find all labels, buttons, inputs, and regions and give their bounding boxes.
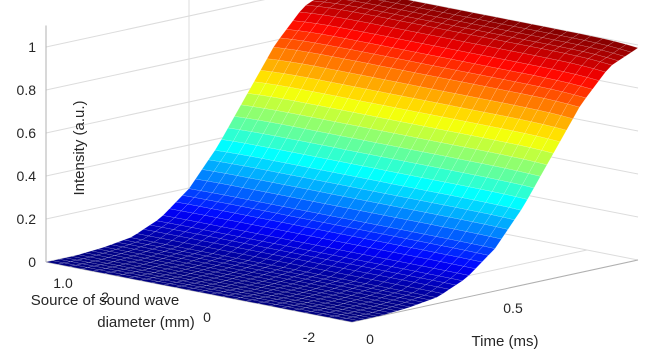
surface-patch [572, 33, 592, 41]
y-tick-label: 2 [101, 289, 109, 305]
x-axis-label: Time (ms) [472, 333, 539, 350]
surface-patch [536, 26, 557, 34]
surface-patch [548, 28, 568, 36]
surface-patch [346, 0, 357, 2]
z-tick-label: 0.4 [17, 168, 37, 184]
surface-patch [525, 23, 545, 32]
z-axis-label: Intensity (a.u.) [71, 100, 88, 195]
y-tick-label: -2 [303, 329, 316, 345]
surface-patch [583, 35, 604, 44]
surface-patch [513, 21, 533, 29]
left-panel-tick-label: 1.0 [53, 275, 73, 291]
surface [45, 0, 639, 323]
tick-labels: 0 0.2 0.4 0.6 0.8 1 2 0 -2 0 0.5 1.0 [17, 39, 523, 347]
y-axis-label-line2: diameter (mm) [97, 314, 195, 331]
y-tick-label: 0 [203, 309, 211, 325]
surface-patch [595, 38, 615, 46]
z-tick-label: 1 [28, 39, 36, 55]
x-tick-label: 0 [366, 331, 374, 347]
z-tick-label: 0.6 [17, 125, 37, 141]
surface-patch [619, 44, 639, 53]
surface-patch [607, 41, 627, 50]
z-tick-label: 0.8 [17, 82, 37, 98]
surface-patch [501, 19, 521, 27]
y-axis-label-line1: Source of sound wave [31, 292, 179, 309]
x-tick-label: 0.5 [503, 300, 523, 316]
axis-edge [351, 259, 639, 323]
surface-patch [377, 0, 387, 2]
z-tick-label: 0 [28, 254, 36, 270]
surface-patch [560, 30, 580, 39]
z-tick-label: 0.2 [17, 211, 37, 227]
surface-patch [311, 0, 328, 3]
